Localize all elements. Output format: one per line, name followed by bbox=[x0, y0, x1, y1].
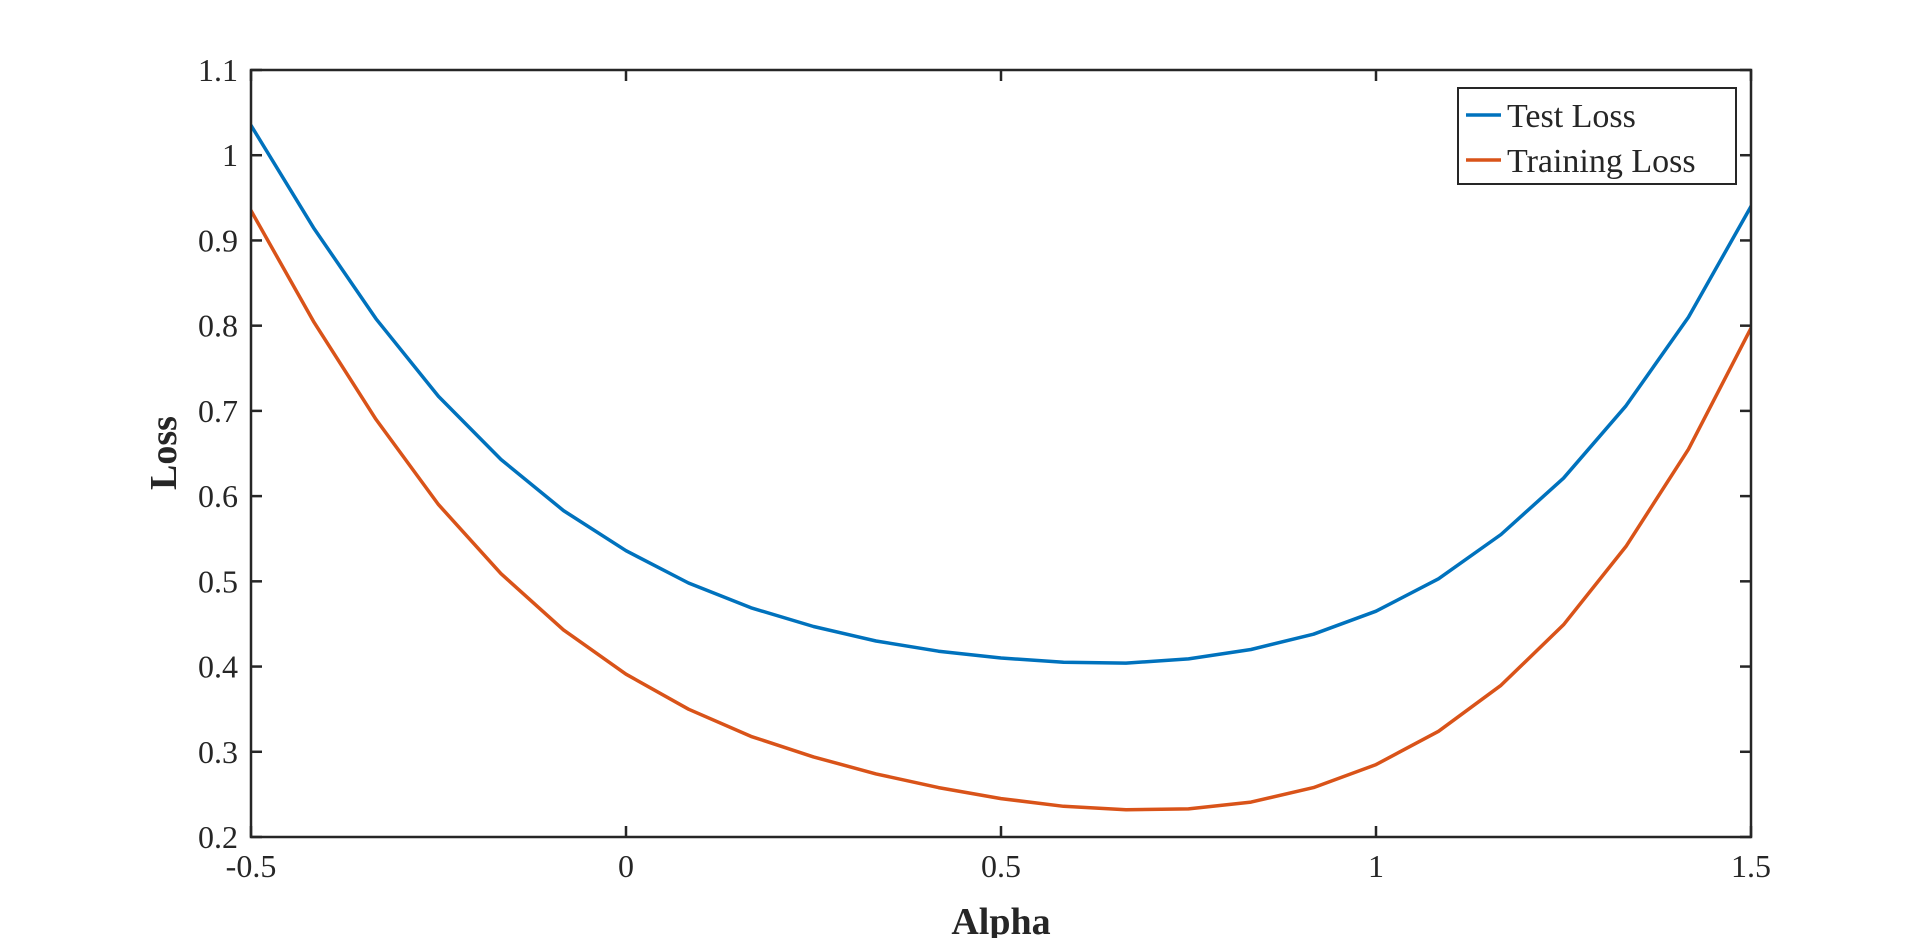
data-point-test-loss bbox=[1499, 532, 1503, 536]
x-axis-title: Alpha bbox=[951, 901, 1050, 938]
data-point-test-loss bbox=[1187, 657, 1191, 661]
series-line-training-loss bbox=[251, 208, 1751, 812]
data-point-test-loss bbox=[499, 457, 503, 461]
data-point-test-loss bbox=[999, 656, 1003, 660]
data-point-test-loss bbox=[311, 226, 315, 230]
data-point-training-loss bbox=[1436, 729, 1440, 733]
data-point-test-loss bbox=[874, 639, 878, 643]
legend-label-training-loss: Training Loss bbox=[1507, 143, 1696, 180]
data-point-training-loss bbox=[1687, 447, 1691, 451]
legend-box bbox=[1457, 87, 1737, 185]
x-tick-label: 0.5 bbox=[981, 848, 1021, 884]
x-tick-label: -0.5 bbox=[226, 848, 277, 884]
data-point-test-loss bbox=[562, 509, 566, 513]
x-tick-label: 0 bbox=[618, 848, 634, 884]
series-line-test-loss bbox=[251, 123, 1751, 665]
data-point-test-loss bbox=[1249, 648, 1253, 652]
data-point-training-loss bbox=[1061, 804, 1065, 808]
data-point-test-loss bbox=[812, 625, 816, 629]
data-point-training-loss bbox=[686, 707, 690, 711]
data-point-training-loss bbox=[874, 772, 878, 776]
data-point-test-loss bbox=[1562, 476, 1566, 480]
data-point-test-loss bbox=[1374, 609, 1378, 613]
data-point-training-loss bbox=[1374, 763, 1378, 767]
x-tick-label: 1.5 bbox=[1731, 848, 1771, 884]
y-tick-label: 0.4 bbox=[198, 649, 238, 685]
data-point-test-loss bbox=[1061, 660, 1065, 664]
data-point-test-loss bbox=[1436, 577, 1440, 581]
plot-frame bbox=[249, 68, 1753, 839]
series-layer bbox=[251, 123, 1751, 812]
data-point-training-loss bbox=[374, 417, 378, 421]
data-point-training-loss bbox=[999, 797, 1003, 801]
data-point-test-loss bbox=[1687, 315, 1691, 319]
data-point-training-loss bbox=[1249, 800, 1253, 804]
x-tick-label: 1 bbox=[1368, 848, 1384, 884]
data-point-training-loss bbox=[812, 755, 816, 759]
y-tick-label: 0.3 bbox=[198, 734, 238, 770]
data-point-training-loss bbox=[499, 572, 503, 576]
data-point-training-loss bbox=[1624, 544, 1628, 548]
data-point-test-loss bbox=[686, 581, 690, 585]
data-point-training-loss bbox=[1499, 683, 1503, 687]
data-point-training-loss bbox=[937, 786, 941, 790]
data-point-training-loss bbox=[1124, 808, 1128, 812]
data-point-training-loss bbox=[1187, 807, 1191, 811]
y-tick-label: 0.9 bbox=[198, 222, 238, 258]
legend[interactable]: Test Loss Training Loss bbox=[1457, 87, 1737, 185]
y-tick-label: 0.5 bbox=[198, 563, 238, 599]
data-point-training-loss bbox=[1312, 786, 1316, 790]
data-point-test-loss bbox=[624, 549, 628, 553]
tick-layer: -0.5 0 0.5 1 1.5 0.2 0.3 0.4 0.5 0.6 0.7 0.8 0.9 1 1.1 bbox=[198, 52, 1771, 884]
y-tick-label: 0.2 bbox=[198, 819, 238, 855]
data-point-training-loss bbox=[562, 628, 566, 632]
data-point-test-loss bbox=[1624, 404, 1628, 408]
data-point-test-loss bbox=[374, 317, 378, 321]
data-point-training-loss bbox=[749, 734, 753, 738]
y-tick-label: 0.8 bbox=[198, 308, 238, 344]
data-point-test-loss bbox=[749, 606, 753, 610]
data-point-test-loss bbox=[1312, 632, 1316, 636]
data-point-test-loss bbox=[1124, 661, 1128, 665]
y-tick-label: 1 bbox=[222, 137, 238, 173]
legend-label-test-loss: Test Loss bbox=[1507, 98, 1636, 135]
data-point-training-loss bbox=[311, 319, 315, 323]
y-tick-label: 0.7 bbox=[198, 393, 238, 429]
data-point-training-loss bbox=[1562, 623, 1566, 627]
data-point-test-loss bbox=[937, 649, 941, 653]
data-point-training-loss bbox=[624, 672, 628, 676]
data-point-test-loss bbox=[437, 394, 441, 398]
plot-background bbox=[251, 70, 1751, 837]
y-tick-label: 0.6 bbox=[198, 478, 238, 514]
y-tick-label: 1.1 bbox=[198, 52, 238, 88]
y-axis-title: Loss bbox=[143, 416, 185, 490]
data-point-training-loss bbox=[437, 503, 441, 507]
